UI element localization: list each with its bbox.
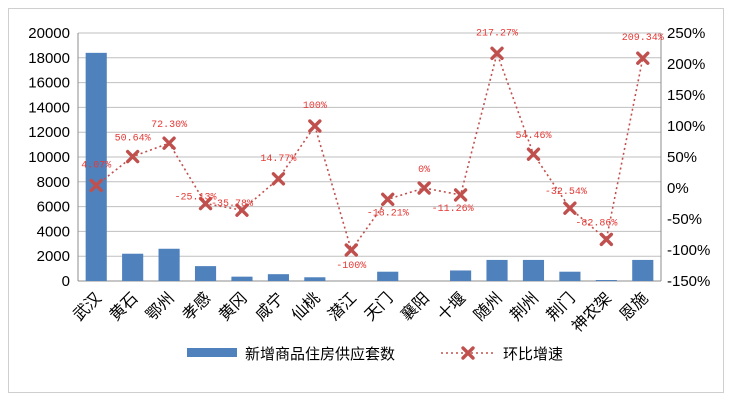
bar xyxy=(267,274,289,281)
y-left-tick-label: 20000 xyxy=(28,25,70,42)
bar xyxy=(595,280,617,281)
growth-point-marker xyxy=(453,188,468,202)
growth-data-label: 100% xyxy=(303,101,327,112)
y-right-tick-label: -150% xyxy=(667,273,710,290)
growth-point-marker xyxy=(89,178,103,193)
growth-data-label: -100% xyxy=(336,261,366,272)
y-left-tick-label: 0 xyxy=(62,273,70,290)
bar xyxy=(559,271,581,281)
x-tick-label: 孝感 xyxy=(178,288,214,324)
growth-point-marker xyxy=(563,201,577,215)
growth-point-marker xyxy=(636,51,650,65)
y-right-tick-label: 150% xyxy=(667,87,705,104)
growth-data-label: 4.07% xyxy=(81,160,111,171)
bar xyxy=(85,52,107,282)
growth-point-marker xyxy=(198,196,213,211)
y-left-tick-label: 10000 xyxy=(28,149,70,166)
bar xyxy=(522,259,545,281)
x-tick-label: 黄冈 xyxy=(215,288,251,324)
x-tick-label: 十堰 xyxy=(433,288,469,324)
growth-data-label: 209.34% xyxy=(622,33,664,44)
bar xyxy=(122,253,144,281)
chart-frame: 0 2000 4000 6000 8000 10000 12000 14000 16000 180… xyxy=(8,8,724,393)
growth-data-label: 14.77% xyxy=(260,154,296,165)
y-right-tick-label: 50% xyxy=(667,149,697,166)
y-left-tick-label: 12000 xyxy=(28,124,70,141)
legend-label-line: 环比增速 xyxy=(503,345,563,363)
growth-data-label: -35.78% xyxy=(211,199,253,210)
growth-data-label: -25.13% xyxy=(175,193,217,204)
growth-data-label: -82.86% xyxy=(575,218,617,229)
x-tick-label: 襄阳 xyxy=(397,288,433,324)
growth-point-marker xyxy=(162,136,176,150)
x-tick-label: 咸宁 xyxy=(251,288,287,324)
growth-data-label: 0% xyxy=(418,165,430,176)
y-left-tick-label: 8000 xyxy=(37,174,70,191)
growth-point-marker xyxy=(235,203,249,217)
bar xyxy=(158,248,180,281)
x-tick-label: 鄂州 xyxy=(142,288,178,324)
bar xyxy=(450,270,472,281)
growth-point-marker xyxy=(271,172,286,186)
bar xyxy=(304,277,326,281)
growth-data-label: 72.30% xyxy=(151,120,187,131)
y-right-tick-label: 0% xyxy=(667,180,689,197)
x-tick-label: 潜江 xyxy=(324,288,360,324)
x-tick-label: 随州 xyxy=(470,288,506,324)
growth-point-marker xyxy=(308,119,322,133)
growth-point-marker xyxy=(490,46,504,60)
y-right-tick-label: -100% xyxy=(667,242,710,259)
y-right-tick-label: 200% xyxy=(667,56,705,73)
bar xyxy=(377,271,399,281)
y-right-tick-label: 100% xyxy=(667,118,705,135)
x-tick-label: 仙桃 xyxy=(288,288,324,324)
legend-marker-line xyxy=(461,346,475,360)
y-left-tick-label: 4000 xyxy=(37,223,70,240)
growth-data-label: 50.64% xyxy=(115,134,151,145)
growth-point-marker xyxy=(381,192,395,206)
growth-point-marker xyxy=(526,147,541,161)
bar xyxy=(632,259,654,281)
y-left-tick-label: 16000 xyxy=(28,75,70,92)
y-left-tick-label: 14000 xyxy=(28,99,70,116)
growth-series-line xyxy=(95,50,644,252)
x-tick-label: 武汉 xyxy=(69,288,105,324)
y-left-tick-label: 18000 xyxy=(28,50,70,67)
growth-point-marker xyxy=(417,181,431,195)
growth-point-marker xyxy=(599,232,614,247)
legend-swatch-bar xyxy=(187,348,237,357)
y-right-tick-label: 250% xyxy=(667,25,705,42)
growth-data-label: -32.54% xyxy=(545,187,587,198)
growth-data-label: -18.21% xyxy=(367,208,409,219)
growth-data-label: 54.46% xyxy=(515,131,551,142)
x-tick-label: 黄石 xyxy=(105,288,141,324)
growth-data-label: 217.27% xyxy=(476,28,518,39)
growth-point-marker xyxy=(344,243,358,257)
x-tick-label: 神农架 xyxy=(568,288,615,335)
growth-data-label: -11.26% xyxy=(432,204,474,215)
x-tick-label: 荆州 xyxy=(506,288,542,324)
bar xyxy=(486,259,508,281)
y-left-tick-label: 2000 xyxy=(37,248,70,265)
growth-point-marker xyxy=(125,149,140,164)
x-tick-label: 恩施 xyxy=(616,288,652,324)
y-right-tick-label: -50% xyxy=(667,211,702,228)
x-tick-label: 天门 xyxy=(360,288,396,324)
bar xyxy=(194,266,217,281)
chart: 0 2000 4000 6000 8000 10000 12000 14000 16000 180… xyxy=(28,25,710,363)
bar xyxy=(231,276,253,281)
y-left-tick-label: 6000 xyxy=(37,199,70,216)
legend-label-bar: 新增商品住房供应套数 xyxy=(245,345,395,363)
